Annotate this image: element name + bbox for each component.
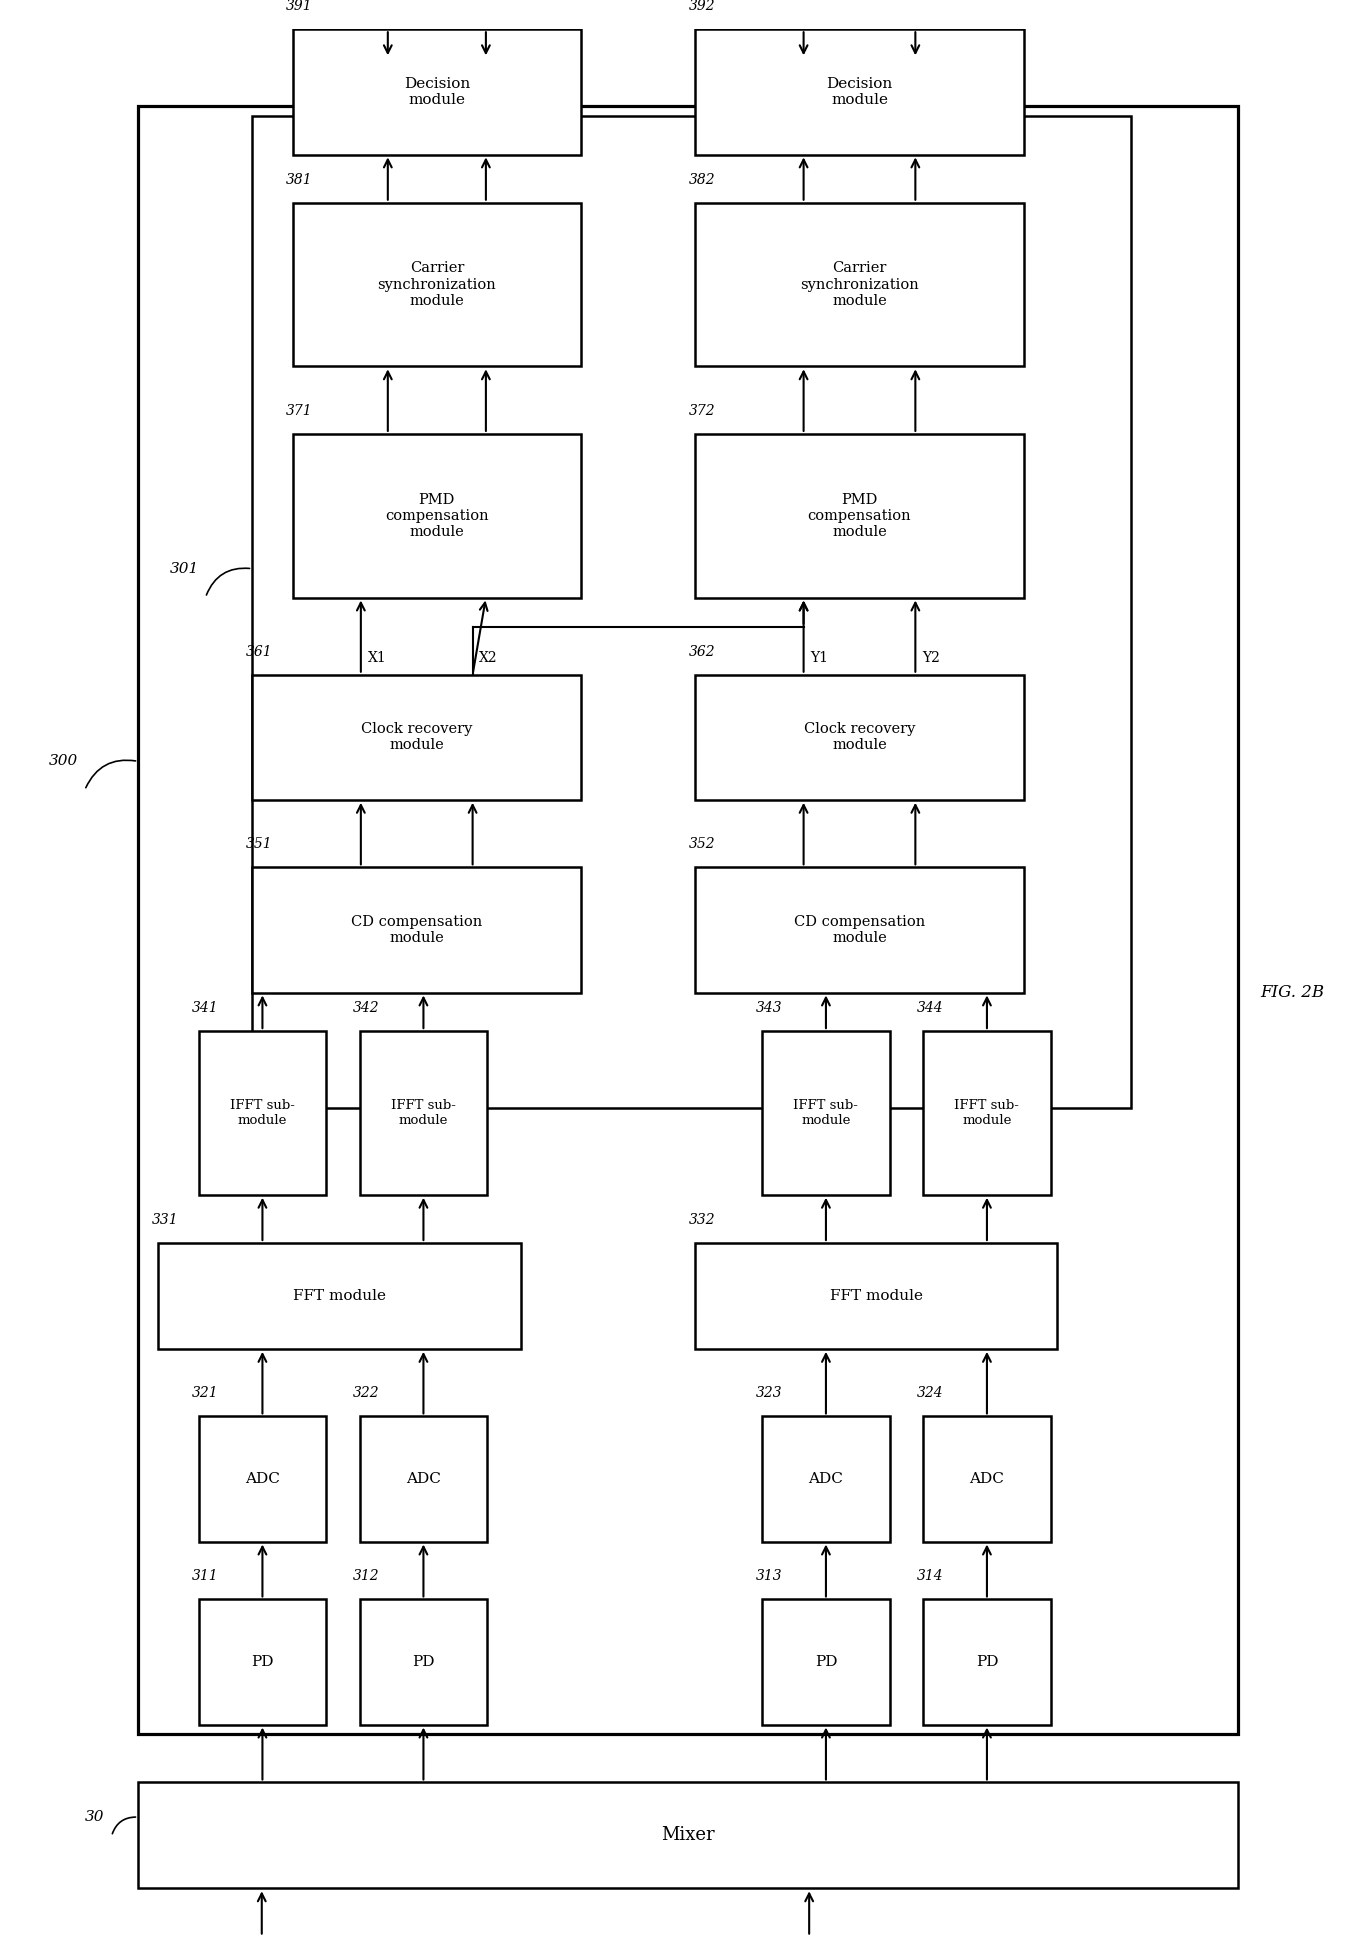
Text: 324: 324: [917, 1386, 944, 1399]
Text: 301: 301: [170, 563, 198, 576]
Text: 311: 311: [192, 1570, 219, 1584]
Text: ADC: ADC: [406, 1472, 441, 1486]
Text: Carrier
synchronization
module: Carrier synchronization module: [378, 261, 497, 308]
Bar: [763, 1599, 890, 1725]
Bar: [252, 868, 580, 992]
Bar: [923, 1599, 1050, 1725]
Text: 322: 322: [352, 1386, 379, 1399]
Text: 300: 300: [49, 755, 78, 768]
Bar: [293, 202, 580, 367]
Text: X2: X2: [479, 651, 498, 664]
Text: 312: 312: [352, 1570, 379, 1584]
Text: Decision
module: Decision module: [404, 76, 470, 108]
Text: ADC: ADC: [809, 1472, 844, 1486]
Text: 351: 351: [246, 837, 273, 851]
Bar: [923, 1417, 1050, 1543]
Bar: [293, 29, 580, 155]
Bar: [695, 868, 1023, 992]
Bar: [695, 433, 1023, 598]
Text: PD: PD: [976, 1654, 998, 1670]
Text: 344: 344: [917, 1002, 944, 1015]
Text: Clock recovery
module: Clock recovery module: [360, 721, 472, 753]
Text: 341: 341: [192, 1002, 219, 1015]
Text: FFT module: FFT module: [293, 1290, 386, 1303]
Text: Clock recovery
module: Clock recovery module: [803, 721, 915, 753]
Text: 314: 314: [917, 1570, 944, 1584]
Text: PMD
compensation
module: PMD compensation module: [385, 492, 489, 539]
Bar: [923, 1031, 1050, 1196]
Text: X1: X1: [367, 651, 386, 664]
Text: 392: 392: [688, 0, 716, 14]
Bar: [695, 674, 1023, 800]
Text: IFFT sub-
module: IFFT sub- module: [230, 1100, 294, 1127]
Text: PD: PD: [251, 1654, 274, 1670]
Text: FFT module: FFT module: [830, 1290, 923, 1303]
Text: Mixer: Mixer: [662, 1827, 716, 1844]
Bar: [252, 674, 580, 800]
Text: 371: 371: [286, 404, 313, 417]
Bar: [198, 1417, 327, 1543]
Text: PD: PD: [412, 1654, 435, 1670]
Bar: [695, 29, 1023, 155]
Text: ADC: ADC: [244, 1472, 279, 1486]
Text: IFFT sub-
module: IFFT sub- module: [794, 1100, 859, 1127]
Bar: [763, 1417, 890, 1543]
Bar: [359, 1417, 487, 1543]
Text: 391: 391: [286, 0, 313, 14]
Text: 323: 323: [756, 1386, 782, 1399]
Text: 361: 361: [246, 645, 273, 659]
Text: 321: 321: [192, 1386, 219, 1399]
Text: PMD
compensation
module: PMD compensation module: [807, 492, 911, 539]
Text: IFFT sub-
module: IFFT sub- module: [954, 1100, 1019, 1127]
Bar: [158, 1243, 521, 1348]
Bar: [763, 1031, 890, 1196]
Text: 362: 362: [688, 645, 716, 659]
Bar: [359, 1031, 487, 1196]
Bar: [293, 433, 580, 598]
Bar: [695, 1243, 1057, 1348]
Text: FIG. 2B: FIG. 2B: [1260, 984, 1324, 1002]
Bar: [198, 1031, 327, 1196]
Bar: [138, 106, 1238, 1735]
Bar: [359, 1599, 487, 1725]
Bar: [695, 202, 1023, 367]
Text: 331: 331: [151, 1213, 178, 1227]
Bar: [198, 1599, 327, 1725]
Text: 313: 313: [756, 1570, 782, 1584]
Text: Carrier
synchronization
module: Carrier synchronization module: [801, 261, 919, 308]
Text: Y2: Y2: [922, 651, 940, 664]
Text: 352: 352: [688, 837, 716, 851]
Text: 30: 30: [85, 1811, 105, 1825]
Text: ADC: ADC: [969, 1472, 1004, 1486]
Text: IFFT sub-
module: IFFT sub- module: [392, 1100, 456, 1127]
Text: 372: 372: [688, 404, 716, 417]
Text: 342: 342: [352, 1002, 379, 1015]
Text: 332: 332: [688, 1213, 716, 1227]
Text: CD compensation
module: CD compensation module: [794, 915, 925, 945]
Text: 381: 381: [286, 172, 313, 186]
Text: 382: 382: [688, 172, 716, 186]
Bar: [138, 1782, 1238, 1887]
Text: 343: 343: [756, 1002, 782, 1015]
Text: Y1: Y1: [810, 651, 829, 664]
Bar: [252, 116, 1131, 1107]
Text: PD: PD: [814, 1654, 837, 1670]
Text: CD compensation
module: CD compensation module: [351, 915, 482, 945]
Text: Decision
module: Decision module: [826, 76, 892, 108]
